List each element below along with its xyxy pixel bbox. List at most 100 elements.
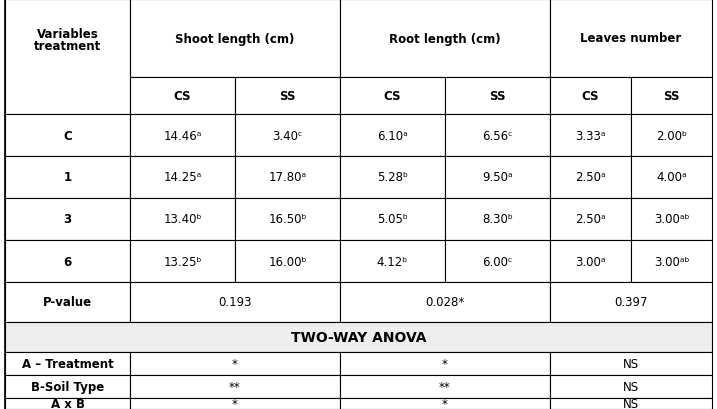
Bar (550, 398, 712, 409)
Text: 3.00ᵃᵇ: 3.00ᵃᵇ (654, 213, 689, 226)
Bar (445, 78, 550, 115)
Bar (130, 198, 235, 240)
Text: 3: 3 (63, 213, 72, 226)
Bar (445, 240, 550, 282)
Text: *: * (232, 397, 238, 409)
Bar (550, 352, 712, 375)
Text: 6: 6 (63, 255, 72, 268)
Text: 6.10ᵃ: 6.10ᵃ (377, 129, 408, 142)
Text: NS: NS (623, 397, 639, 409)
Text: A – Treatment: A – Treatment (22, 357, 113, 370)
Text: 3.00ᵃᵇ: 3.00ᵃᵇ (654, 255, 689, 268)
Text: 6.56ᶜ: 6.56ᶜ (483, 129, 513, 142)
Text: P-value: P-value (43, 296, 92, 309)
Text: SS: SS (279, 90, 295, 103)
Text: 14.25ᵃ: 14.25ᵃ (163, 171, 201, 184)
Bar (130, 398, 340, 409)
Bar (340, 352, 550, 375)
Text: SS: SS (489, 90, 505, 103)
Bar (631, 115, 712, 157)
Bar (340, 0, 550, 78)
Text: TWO-WAY ANOVA: TWO-WAY ANOVA (291, 330, 426, 344)
Text: 14.46ᵃ: 14.46ᵃ (163, 129, 201, 142)
Bar (130, 0, 340, 78)
Bar (550, 0, 712, 78)
Bar (5, 398, 130, 409)
Bar (340, 282, 550, 322)
Text: Shoot length (cm): Shoot length (cm) (176, 32, 295, 45)
Text: **: ** (229, 380, 241, 393)
Text: *: * (442, 357, 448, 370)
Bar (631, 240, 712, 282)
Bar (235, 198, 340, 240)
Bar (130, 240, 235, 282)
Bar (130, 78, 235, 115)
Bar (5, 157, 130, 198)
Bar (631, 157, 712, 198)
Bar (631, 78, 712, 115)
Bar (235, 78, 340, 115)
Text: CS: CS (174, 90, 191, 103)
Text: 9.50ᵃ: 9.50ᵃ (483, 171, 513, 184)
Bar (340, 115, 445, 157)
Text: CS: CS (384, 90, 402, 103)
Bar (130, 282, 340, 322)
Bar (550, 78, 631, 115)
Text: Leaves number: Leaves number (580, 32, 682, 45)
Bar (5, 0, 130, 115)
Bar (340, 78, 445, 115)
Bar (550, 240, 631, 282)
Text: 6.00ᶜ: 6.00ᶜ (483, 255, 513, 268)
Bar (445, 157, 550, 198)
Bar (550, 375, 712, 398)
Text: Root length (cm): Root length (cm) (389, 32, 500, 45)
Text: 16.00ᵇ: 16.00ᵇ (268, 255, 307, 268)
Bar (5, 115, 130, 157)
Text: 1: 1 (63, 171, 72, 184)
Text: 5.05ᵇ: 5.05ᵇ (377, 213, 408, 226)
Text: 2.50ᵃ: 2.50ᵃ (575, 213, 606, 226)
Text: 2.50ᵃ: 2.50ᵃ (575, 171, 606, 184)
Text: 3.33ᵃ: 3.33ᵃ (575, 129, 606, 142)
Bar (5, 352, 130, 375)
Text: NS: NS (623, 380, 639, 393)
Text: Variables: Variables (37, 27, 98, 40)
Bar (631, 198, 712, 240)
Text: 0.193: 0.193 (218, 296, 252, 309)
Text: 3.00ᵃ: 3.00ᵃ (575, 255, 606, 268)
Bar (445, 115, 550, 157)
Bar (5, 282, 130, 322)
Bar (550, 198, 631, 240)
Text: 0.028*: 0.028* (425, 296, 465, 309)
Bar (130, 375, 340, 398)
Text: 16.50ᵇ: 16.50ᵇ (268, 213, 307, 226)
Text: SS: SS (663, 90, 680, 103)
Bar (235, 115, 340, 157)
Text: 0.397: 0.397 (614, 296, 647, 309)
Bar (235, 240, 340, 282)
Bar (5, 198, 130, 240)
Bar (5, 322, 712, 352)
Text: 2.00ᵇ: 2.00ᵇ (656, 129, 687, 142)
Bar (235, 157, 340, 198)
Bar (130, 115, 235, 157)
Text: 17.80ᵃ: 17.80ᵃ (268, 171, 307, 184)
Text: *: * (232, 357, 238, 370)
Text: B-Soil Type: B-Soil Type (31, 380, 104, 393)
Bar (550, 115, 631, 157)
Bar (340, 375, 550, 398)
Text: 4.00ᵃ: 4.00ᵃ (656, 171, 687, 184)
Text: NS: NS (623, 357, 639, 370)
Bar (340, 398, 550, 409)
Bar (340, 240, 445, 282)
Bar (5, 240, 130, 282)
Text: **: ** (439, 380, 451, 393)
Text: treatment: treatment (34, 40, 101, 53)
Text: *: * (442, 397, 448, 409)
Bar (130, 157, 235, 198)
Bar (5, 375, 130, 398)
Bar (340, 157, 445, 198)
Text: CS: CS (581, 90, 599, 103)
Text: C: C (63, 129, 72, 142)
Bar (550, 157, 631, 198)
